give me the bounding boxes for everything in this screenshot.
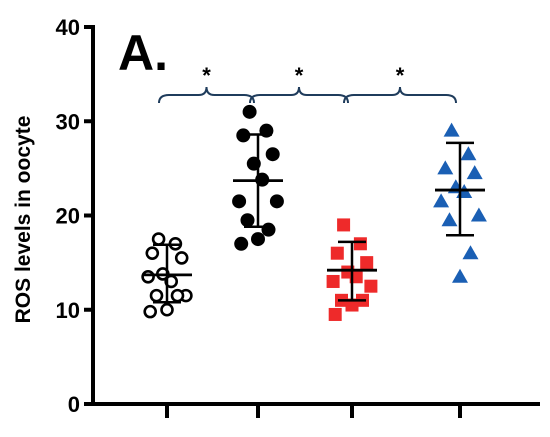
data-point bbox=[151, 232, 166, 246]
y-axis-label: ROS levels in oocyte bbox=[12, 116, 35, 324]
data-point bbox=[240, 213, 255, 228]
data-point bbox=[143, 304, 157, 319]
data-point bbox=[265, 147, 280, 162]
data-point bbox=[433, 193, 450, 208]
axes: 0 10 20 30 40 bbox=[56, 15, 540, 418]
data-point bbox=[470, 207, 487, 222]
data-point bbox=[160, 302, 174, 317]
group-1 bbox=[141, 232, 193, 319]
data-point bbox=[460, 146, 477, 161]
data-point bbox=[242, 104, 257, 119]
data-point bbox=[364, 279, 378, 293]
data-point bbox=[330, 246, 344, 260]
group-3 bbox=[326, 218, 378, 321]
y-tick-label: 20 bbox=[56, 204, 80, 229]
data-point bbox=[345, 298, 359, 312]
data-point bbox=[234, 236, 249, 251]
data-point bbox=[145, 246, 160, 260]
data-point bbox=[466, 165, 483, 180]
group-2 bbox=[232, 104, 284, 251]
significance-bracket bbox=[249, 86, 349, 104]
significance-star: * bbox=[295, 63, 304, 88]
data-point bbox=[261, 222, 276, 237]
data-point bbox=[232, 194, 247, 209]
data-point bbox=[251, 232, 265, 247]
panel-label: A. bbox=[118, 25, 168, 81]
y-tick-label: 30 bbox=[56, 109, 80, 134]
data-point bbox=[326, 274, 340, 288]
data-point bbox=[236, 128, 251, 143]
data-point bbox=[141, 269, 155, 284]
y-tick-label: 40 bbox=[56, 15, 80, 40]
group-4 bbox=[433, 122, 487, 283]
data-point bbox=[337, 218, 351, 232]
significance-brackets: * * * bbox=[158, 63, 457, 104]
significance-bracket bbox=[158, 86, 255, 104]
data-point bbox=[452, 268, 468, 283]
data-point bbox=[353, 237, 367, 251]
data-point bbox=[360, 256, 374, 270]
data-point bbox=[149, 288, 164, 303]
y-tick-label: 0 bbox=[68, 392, 80, 417]
data-point bbox=[328, 307, 342, 321]
significance-star: * bbox=[202, 63, 211, 88]
data-point bbox=[443, 122, 460, 137]
data-point bbox=[269, 194, 284, 209]
significance-bracket bbox=[343, 86, 457, 104]
data-point bbox=[174, 251, 189, 265]
significance-star: * bbox=[396, 63, 405, 88]
data-point bbox=[462, 245, 479, 260]
data-point bbox=[441, 212, 458, 227]
data-point bbox=[437, 160, 454, 175]
data-points bbox=[141, 104, 487, 321]
y-tick-label: 10 bbox=[56, 298, 80, 323]
data-point bbox=[170, 288, 185, 303]
